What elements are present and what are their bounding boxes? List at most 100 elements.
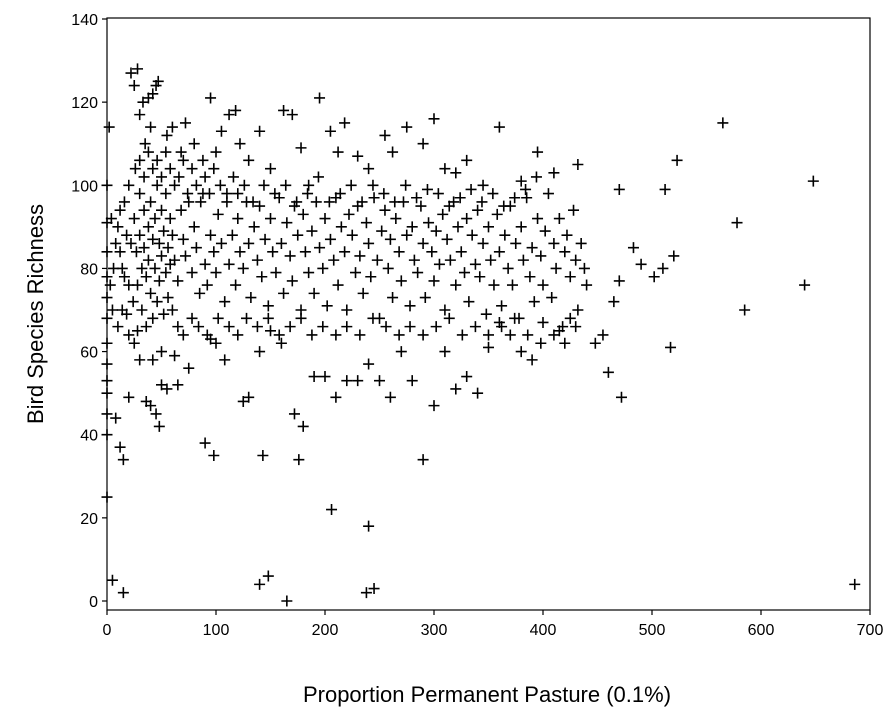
data-point [476,196,488,208]
data-point [230,104,242,116]
data-point [657,262,669,274]
data-point [101,491,113,503]
data-point [575,237,587,249]
y-tick-label: 60 [80,345,98,362]
data-point [581,279,593,291]
data-point [232,329,244,341]
data-point [105,213,117,225]
data-point [186,163,198,175]
data-point [129,163,141,175]
data-point [162,242,174,254]
data-point [308,371,320,383]
data-point [417,329,429,341]
data-point [417,138,429,150]
data-point [324,233,336,245]
data-point [101,246,113,258]
data-point [136,262,148,274]
data-point [310,196,322,208]
data-point [288,408,300,420]
data-point [166,121,178,133]
data-point [179,250,191,262]
data-point [182,188,194,200]
data-point [530,171,542,183]
data-point [570,254,582,266]
data-point [177,329,189,341]
y-tick-label: 20 [80,511,98,528]
y-axis: 0 20 40 60 80 100 120 140 [71,12,107,611]
data-point [158,308,170,320]
data-point [415,200,427,212]
data-point [376,225,388,237]
data-point [546,292,558,304]
data-point [219,354,231,366]
data-point [509,312,521,324]
data-point [319,213,331,225]
data-point [256,271,268,283]
data-point [314,242,326,254]
data-point [423,217,435,229]
data-point [341,375,353,387]
data-point [128,337,140,349]
data-point [665,341,677,353]
data-point [237,395,249,407]
data-point [166,304,178,316]
data-point [291,196,303,208]
data-point [254,346,266,358]
data-point [134,354,146,366]
data-point [382,262,394,274]
data-point [121,229,133,241]
data-point [147,312,159,324]
data-point [522,329,534,341]
x-tick-label: 700 [857,622,884,639]
data-point [520,183,532,195]
data-point [461,213,473,225]
data-point [498,200,510,212]
data-point [212,312,224,324]
data-point [112,321,124,333]
data-point [461,371,473,383]
x-tick-label: 200 [312,622,339,639]
data-point [125,67,137,79]
data-point [400,179,412,191]
data-point [237,262,249,274]
data-point [390,213,402,225]
data-point [474,271,486,283]
data-point [201,329,213,341]
data-point [248,221,260,233]
data-point [450,383,462,395]
data-point [532,213,544,225]
data-point [406,375,418,387]
data-point [116,304,128,316]
data-point [671,154,683,166]
y-tick-label: 0 [89,594,98,611]
data-point [526,354,538,366]
data-point [190,179,202,191]
data-point [421,183,433,195]
data-point [306,329,318,341]
data-point [330,329,342,341]
data-point [269,188,281,200]
data-point [328,254,340,266]
data-point [162,292,174,304]
data-point [363,237,375,249]
y-tick-label: 80 [80,261,98,278]
data-point [160,188,172,200]
data-point [539,225,551,237]
data-point [528,296,540,308]
data-point [428,400,440,412]
data-point [223,321,235,333]
data-point [254,578,266,590]
data-point [487,188,499,200]
data-point [517,254,529,266]
data-point [561,229,573,241]
data-point [232,213,244,225]
data-point [443,200,455,212]
data-point [578,262,590,274]
data-point [428,275,440,287]
data-point [147,354,159,366]
data-point [739,304,751,316]
data-point [321,300,333,312]
data-point [128,213,140,225]
data-point [149,262,161,274]
data-point [134,109,146,121]
